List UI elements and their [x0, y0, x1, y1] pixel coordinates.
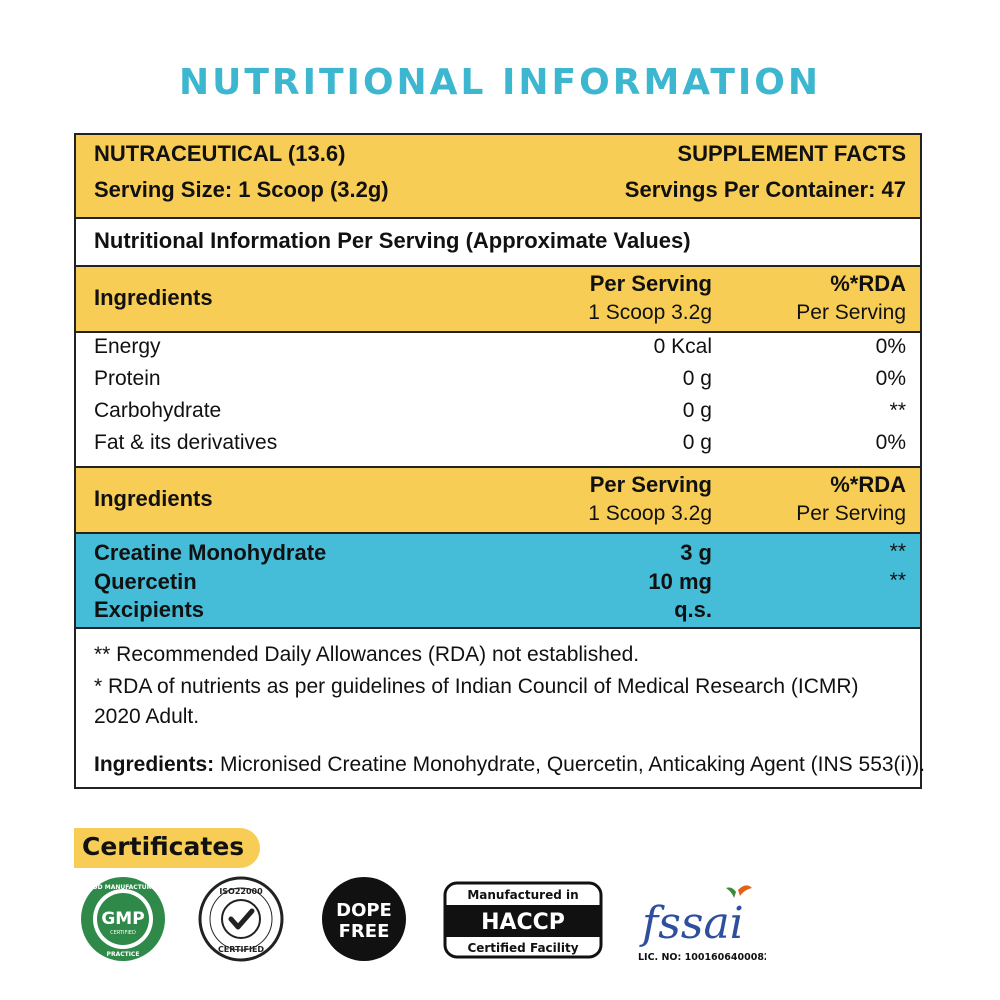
divider	[76, 217, 920, 219]
ingredients-statement: Ingredients: Micronised Creatine Monohyd…	[94, 753, 925, 777]
fssai-icon: fssai LIC. NO: 10016064000824	[638, 885, 778, 963]
haccp-top-text: Manufactured in	[467, 888, 578, 902]
active-ingredients-block: Creatine Monohydrate 3 g ** Quercetin 10…	[76, 534, 920, 627]
panel-header: NUTRACEUTICAL (13.6) Serving Size: 1 Sco…	[76, 135, 920, 217]
iso-top-text: ISO22000	[219, 887, 263, 896]
fssai-wordmark: fssai	[639, 898, 744, 949]
haccp-icon: Manufactured in HACCP Certified Facility	[443, 881, 603, 959]
divider	[76, 627, 920, 629]
dope-free-icon: DOPE FREE	[322, 877, 406, 961]
leaf-icon	[738, 885, 752, 896]
page-title: NUTRITIONAL INFORMATION	[178, 62, 822, 103]
panel-subtitle: Nutritional Information Per Serving (App…	[94, 228, 691, 253]
certificates-label-text: Certificates	[82, 832, 245, 861]
gmp-center-text: GMP	[101, 909, 144, 929]
ingredient-name: Excipients	[94, 597, 205, 622]
table-row: Fat & its derivatives 0 g 0%	[76, 431, 920, 463]
table2-header: Ingredients Per Serving 1 Scoop 3.2g %*R…	[76, 468, 920, 532]
gmp-badge: GOOD MANUFACTURING GMP CERTIFIED PRACTIC…	[80, 876, 166, 962]
ingredient-value: 0 g	[682, 367, 712, 390]
divider	[76, 331, 920, 333]
servings-per-container: Servings Per Container: 47	[624, 177, 906, 202]
iso-bottom-text: CERTIFIED	[218, 945, 264, 954]
check-icon	[228, 908, 255, 930]
ingredient-name: Protein	[94, 367, 161, 390]
nutrition-panel: NUTRACEUTICAL (13.6) Serving Size: 1 Sco…	[74, 133, 925, 789]
ingredient-value: 0 g	[682, 431, 712, 454]
ingredient-value: 3 g	[680, 540, 712, 565]
icmr-note: * RDA of nutrients as per guidelines of …	[94, 675, 859, 698]
gmp-top-text: GOOD MANUFACTURING	[83, 884, 164, 891]
dope-line2: FREE	[339, 921, 390, 942]
col-rda: %*RDA	[830, 271, 906, 296]
table1-header: Ingredients Per Serving 1 Scoop 3.2g %*R…	[76, 267, 920, 331]
ingredients-statement-label: Ingredients:	[94, 753, 215, 776]
dope-line1: DOPE	[336, 900, 392, 921]
haccp-center-text: HACCP	[481, 910, 565, 935]
col-rda-sub: Per Serving	[796, 502, 906, 525]
fssai-license: LIC. NO: 10016064000824	[638, 952, 766, 963]
divider	[76, 466, 920, 468]
gmp-bottom-text: PRACTICE	[107, 951, 140, 958]
certificates-label: Certificates	[74, 828, 260, 868]
col-ingredients: Ingredients	[94, 285, 213, 310]
ingredient-name: Energy	[94, 335, 161, 358]
iso-seal-icon: ISO22000 CERTIFIED	[198, 876, 284, 962]
col-per-serving-sub: 1 Scoop 3.2g	[588, 301, 712, 324]
ingredient-rda: **	[889, 569, 906, 592]
haccp-bottom-text: Certified Facility	[467, 941, 578, 955]
table-row: Carbohydrate 0 g **	[76, 399, 920, 431]
col-per-serving-sub: 1 Scoop 3.2g	[588, 502, 712, 525]
col-rda: %*RDA	[830, 472, 906, 497]
ingredients-statement-text: Micronised Creatine Monohydrate, Quercet…	[214, 753, 926, 776]
divider	[76, 532, 920, 534]
ingredient-value: 0 Kcal	[653, 335, 712, 358]
ingredient-name: Fat & its derivatives	[94, 431, 278, 454]
ingredient-name: Creatine Monohydrate	[94, 540, 327, 565]
icmr-note-cont: 2020 Adult.	[94, 705, 200, 728]
iso-badge: ISO22000 CERTIFIED	[198, 876, 284, 962]
supplement-facts-label: SUPPLEMENT FACTS	[677, 141, 906, 166]
col-per-serving: Per Serving	[589, 472, 712, 497]
ingredient-value: q.s.	[674, 597, 712, 622]
col-ingredients: Ingredients	[94, 486, 213, 511]
ingredient-name: Carbohydrate	[94, 399, 222, 422]
dope-free-badge: DOPE FREE	[321, 876, 407, 962]
table-row: Energy 0 Kcal 0%	[76, 335, 920, 367]
ingredient-name: Quercetin	[94, 569, 197, 594]
ingredient-value: 10 mg	[648, 569, 712, 594]
ingredient-rda: **	[889, 399, 906, 422]
subtitle-row: Nutritional Information Per Serving (App…	[76, 219, 920, 265]
gmp-small-text: CERTIFIED	[110, 930, 136, 936]
ingredient-rda: 0%	[875, 431, 906, 454]
divider	[76, 265, 920, 267]
fssai-logo: fssai LIC. NO: 10016064000824	[636, 878, 778, 964]
table-row: Protein 0 g 0%	[76, 367, 920, 399]
rda-note: ** Recommended Daily Allowances (RDA) no…	[94, 643, 640, 666]
serving-size: Serving Size: 1 Scoop (3.2g)	[94, 177, 389, 202]
notes-block: ** Recommended Daily Allowances (RDA) no…	[76, 629, 925, 789]
ingredient-rda: 0%	[875, 335, 906, 358]
gmp-seal-icon: GOOD MANUFACTURING GMP CERTIFIED PRACTIC…	[81, 877, 165, 961]
nutraceutical-label: NUTRACEUTICAL (13.6)	[94, 141, 346, 166]
ingredient-rda: 0%	[875, 367, 906, 390]
haccp-badge: Manufactured in HACCP Certified Facility	[443, 881, 603, 959]
col-per-serving: Per Serving	[589, 271, 712, 296]
ingredient-rda: **	[889, 540, 906, 563]
col-rda-sub: Per Serving	[796, 301, 906, 324]
ingredient-value: 0 g	[682, 399, 712, 422]
